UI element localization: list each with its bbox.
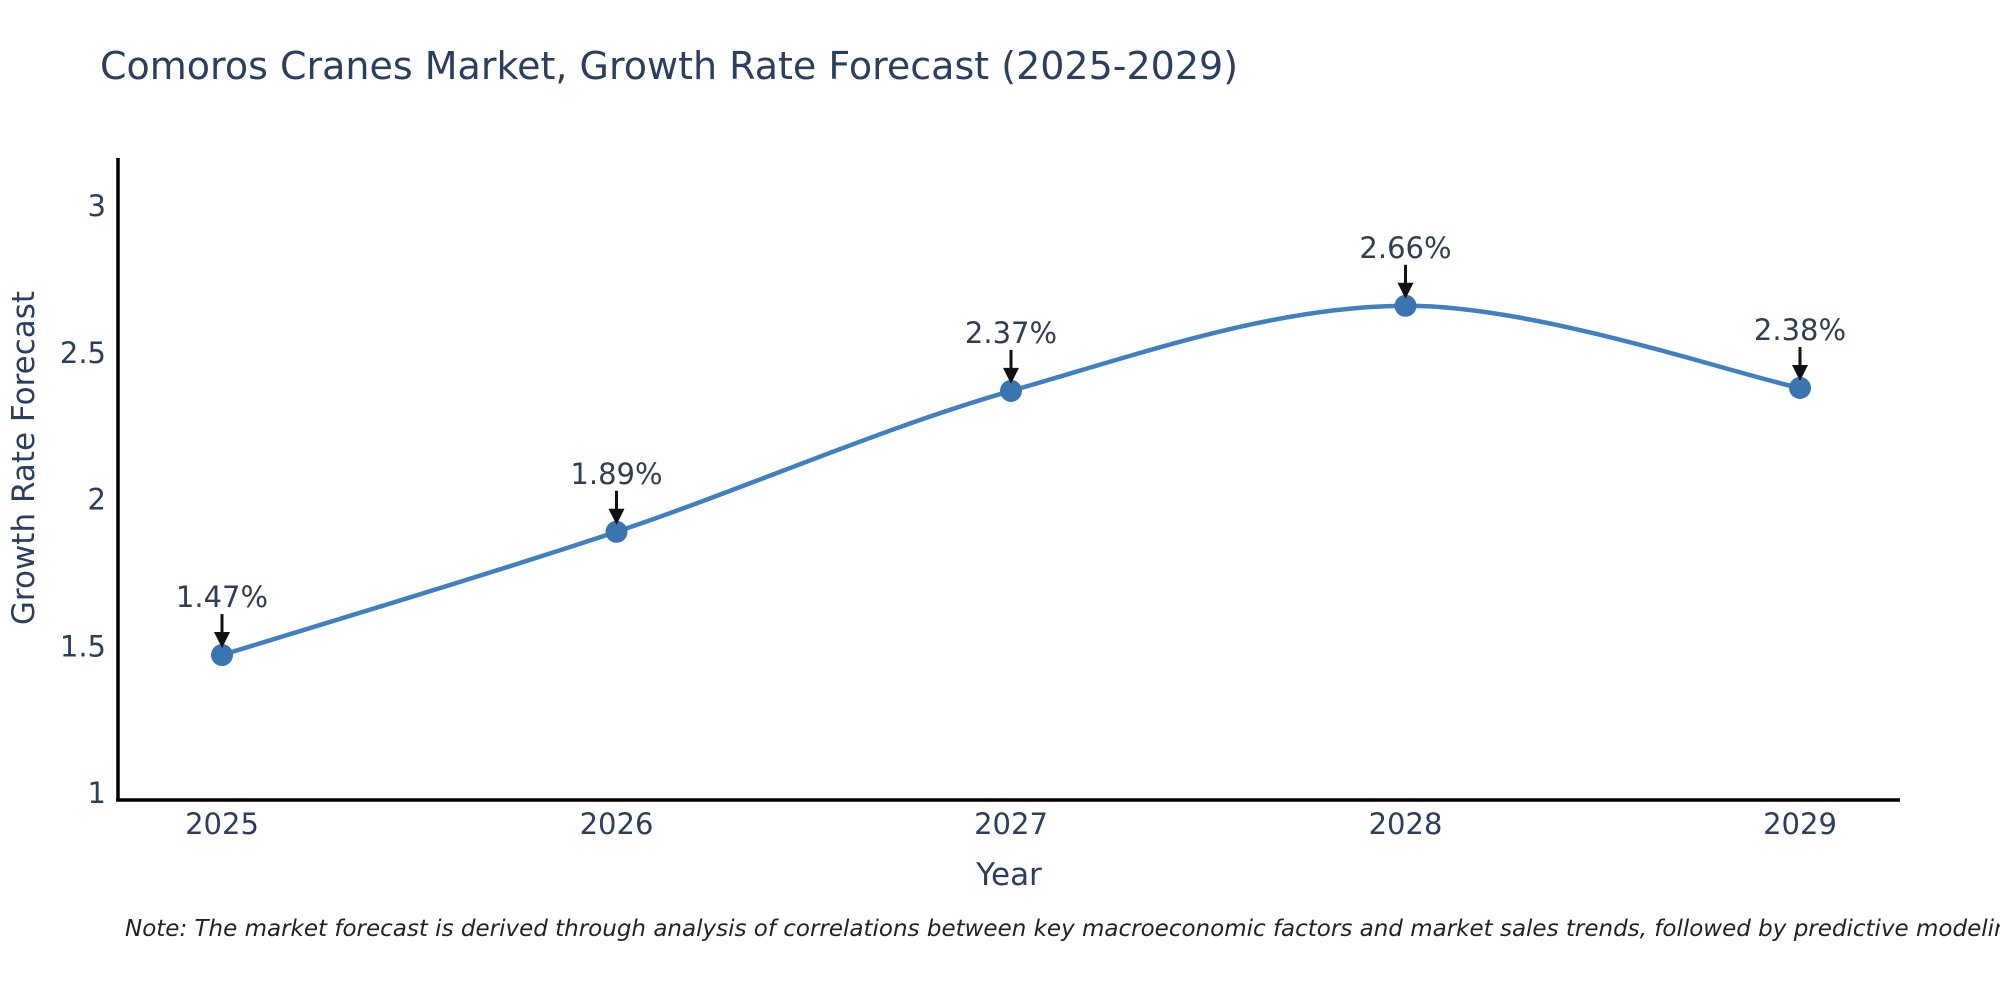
chart-title: Comoros Cranes Market, Growth Rate Forec…	[100, 44, 1239, 88]
y-tick-label: 1.5	[60, 629, 106, 663]
point-value-label: 1.89%	[570, 457, 662, 491]
x-tick-label: 2028	[1369, 807, 1443, 841]
data-point-2028	[1394, 294, 1417, 317]
annotation-arrow-head	[1792, 364, 1808, 381]
y-tick-label: 2	[88, 483, 106, 517]
annotation-arrow-head	[608, 508, 625, 525]
data-point-2026	[605, 520, 628, 543]
annotation-arrow-head	[214, 632, 230, 649]
point-value-label: 1.47%	[176, 580, 268, 614]
footnote: Note: The market forecast is derived thr…	[125, 916, 2000, 942]
data-point-2025	[211, 644, 233, 667]
y-axis-title: Growth Rate Forecast	[6, 291, 42, 625]
x-axis-title: Year	[975, 857, 1042, 893]
point-value-label: 2.37%	[965, 316, 1057, 350]
x-tick-label: 2026	[580, 807, 654, 841]
annotation-arrow-head	[1397, 282, 1414, 299]
point-value-label: 2.66%	[1359, 231, 1451, 265]
y-tick-label: 1	[88, 776, 106, 810]
data-point-2027	[1000, 379, 1022, 402]
data-point-2029	[1789, 376, 1811, 399]
point-value-label: 2.38%	[1754, 313, 1846, 347]
y-tick-label: 3	[88, 189, 106, 223]
x-tick-label: 2029	[1763, 807, 1837, 841]
x-tick-label: 2025	[185, 807, 259, 841]
y-tick-label: 2.5	[60, 336, 106, 370]
annotation-arrow-head	[1003, 367, 1019, 384]
x-tick-label: 2027	[974, 807, 1048, 841]
